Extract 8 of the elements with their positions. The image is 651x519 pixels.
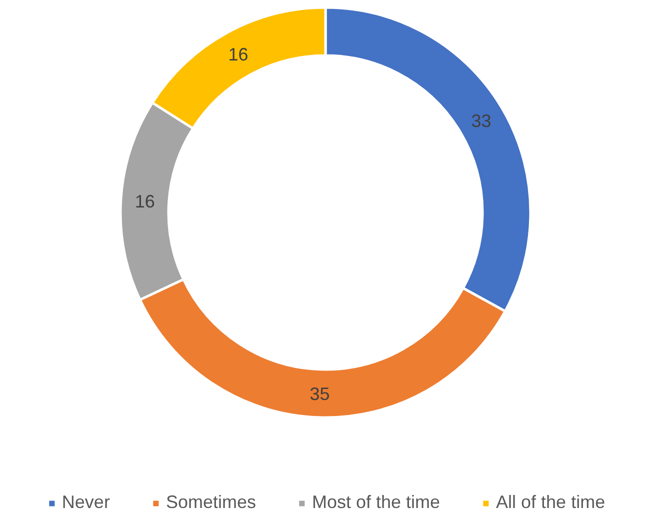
legend-label: Sometimes <box>166 492 256 513</box>
legend-label: All of the time <box>496 492 606 513</box>
legend-label: Most of the time <box>312 492 440 513</box>
data-label: 16 <box>228 44 248 64</box>
data-label: 33 <box>471 110 492 131</box>
data-label: 16 <box>134 192 155 212</box>
legend-label: Never <box>62 492 110 513</box>
data-label: 35 <box>310 384 330 404</box>
